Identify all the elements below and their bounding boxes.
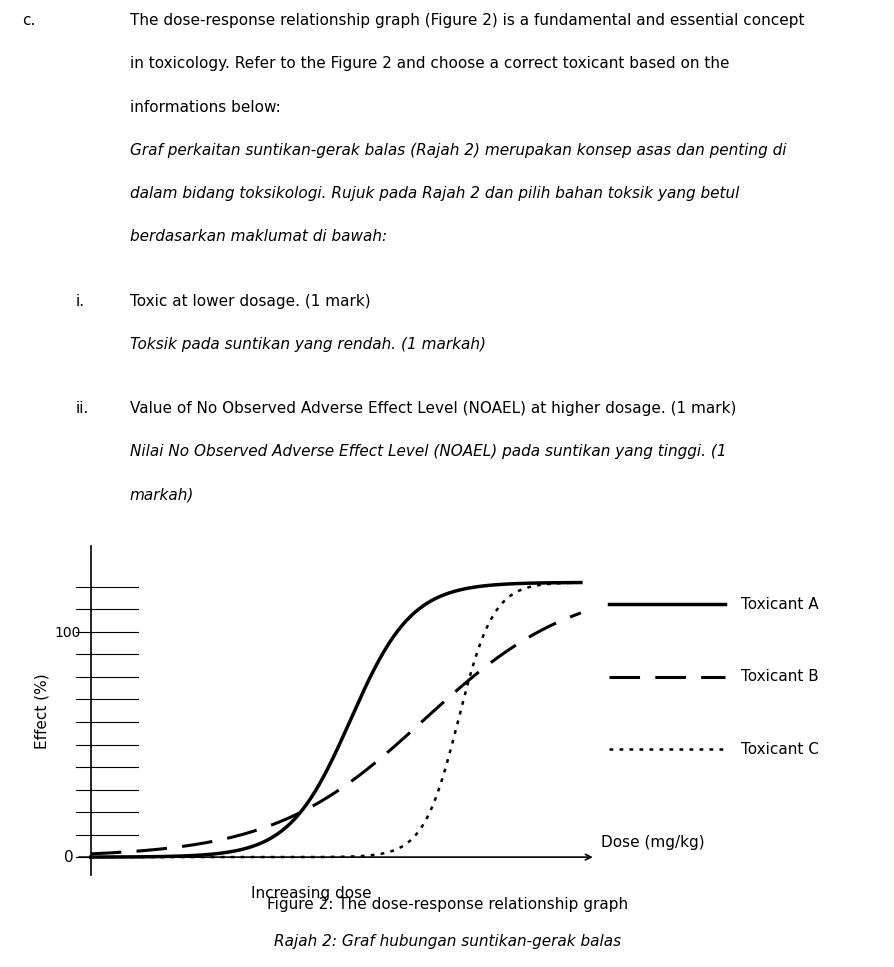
Y-axis label: Effect (%): Effect (%) <box>34 673 49 748</box>
Text: ii.: ii. <box>76 401 89 416</box>
Text: Lowest value of LD: Lowest value of LD <box>130 552 274 567</box>
Text: Increasing dose: Increasing dose <box>250 887 371 901</box>
Text: in toxicology. Refer to the Figure 2 and choose a correct toxicant based on the: in toxicology. Refer to the Figure 2 and… <box>130 56 729 72</box>
Text: Toxicant A: Toxicant A <box>740 597 818 612</box>
Text: yang paling rendah. (1 markah): yang paling rendah. (1 markah) <box>221 595 468 610</box>
Text: Toksik pada suntikan yang rendah. (1 markah): Toksik pada suntikan yang rendah. (1 mar… <box>130 337 485 352</box>
Text: markah): markah) <box>130 487 194 503</box>
Text: Toxic at lower dosage. (1 mark): Toxic at lower dosage. (1 mark) <box>130 294 370 308</box>
Text: Value of No Observed Adverse Effect Level (NOAEL) at higher dosage. (1 mark): Value of No Observed Adverse Effect Leve… <box>130 401 736 416</box>
Text: 50: 50 <box>302 557 319 571</box>
Text: Dose (mg/kg): Dose (mg/kg) <box>600 835 704 850</box>
Text: dalam bidang toksikologi. Rujuk pada Rajah 2 dan pilih bahan toksik yang betul: dalam bidang toksikologi. Rujuk pada Raj… <box>130 186 738 201</box>
Text: 0: 0 <box>64 850 73 864</box>
Text: berdasarkan maklumat di bawah:: berdasarkan maklumat di bawah: <box>130 229 386 245</box>
Text: c.: c. <box>22 14 36 28</box>
Text: Graf perkaitan suntikan-gerak balas (Rajah 2) merupakan konsep asas dan penting : Graf perkaitan suntikan-gerak balas (Raj… <box>130 143 786 158</box>
Text: i.: i. <box>76 294 85 308</box>
Text: 50: 50 <box>204 601 221 613</box>
Text: Figure 2: The dose-response relationship graph: Figure 2: The dose-response relationship… <box>266 897 628 912</box>
Text: iii.: iii. <box>76 552 94 567</box>
Text: informations below:: informations below: <box>130 100 280 115</box>
Text: . (1 mark): . (1 mark) <box>321 552 396 567</box>
Text: The dose-response relationship graph (Figure 2) is a fundamental and essential c: The dose-response relationship graph (Fi… <box>130 14 804 28</box>
Text: Nilai No Observed Adverse Effect Level (NOAEL) pada suntikan yang tinggi. (1: Nilai No Observed Adverse Effect Level (… <box>130 444 726 459</box>
Text: Toxicant C: Toxicant C <box>740 742 818 757</box>
Text: Nilai LD: Nilai LD <box>130 595 189 610</box>
Text: Rajah 2: Graf hubungan suntikan-gerak balas: Rajah 2: Graf hubungan suntikan-gerak ba… <box>274 934 620 950</box>
Text: Toxicant B: Toxicant B <box>740 669 818 685</box>
